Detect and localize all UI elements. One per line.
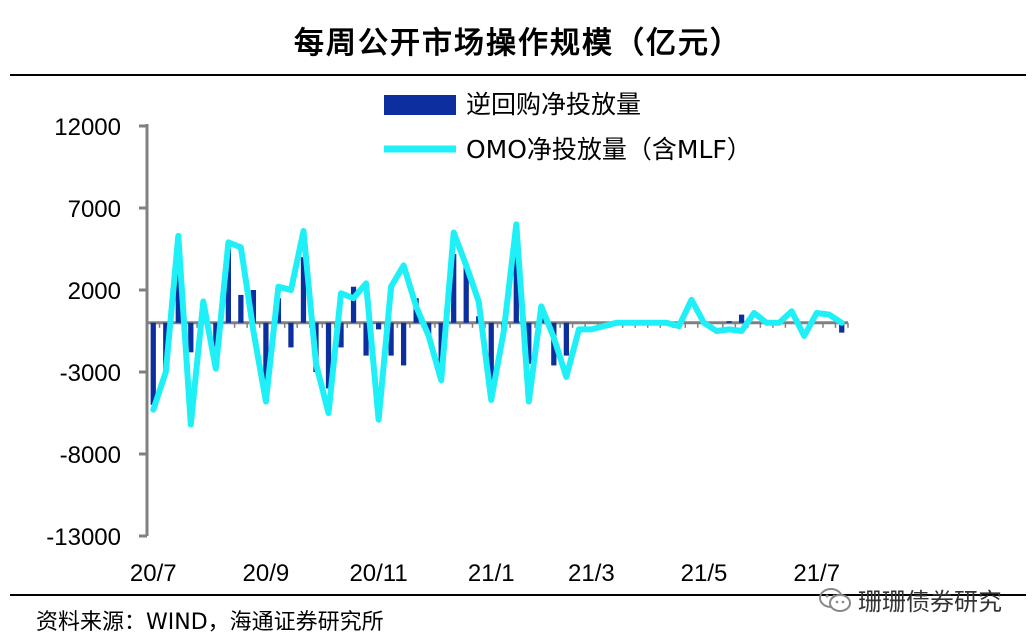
chart-canvas: 12000 7000 2000 -3000 -8000 -13000 20/7 20/9 20/… — [46, 90, 849, 587]
bar — [513, 249, 519, 323]
bar — [400, 322, 407, 366]
x-tick-label: 21/3 — [568, 560, 615, 587]
watermark: 珊珊债券研究 — [818, 582, 1002, 617]
bar — [250, 290, 257, 323]
bar — [451, 253, 457, 323]
bar — [150, 322, 156, 405]
bar — [225, 249, 231, 323]
bar — [288, 322, 294, 348]
wechat-icon — [819, 587, 851, 612]
bar — [726, 321, 732, 323]
bar — [325, 322, 332, 389]
bottom-divider — [10, 594, 1026, 596]
bar — [488, 322, 494, 389]
bar — [350, 286, 357, 323]
legend: 逆回购净投放量 OMO净投放量（含MLF） — [384, 90, 752, 164]
line-series — [150, 221, 845, 428]
legend-bar-label: 逆回购净投放量 — [466, 90, 641, 119]
bar — [738, 314, 745, 323]
x-tick-label: 20/11 — [349, 560, 407, 587]
bar — [213, 322, 219, 348]
bar — [338, 322, 344, 348]
bar — [563, 322, 569, 356]
chart-title: 每周公开市场操作规模（亿元） — [294, 26, 742, 61]
bar — [839, 322, 845, 333]
y-tick-label: -3000 — [60, 360, 121, 387]
bar — [238, 294, 244, 323]
bar — [363, 322, 369, 356]
watermark-text: 珊珊债券研究 — [858, 588, 1002, 616]
legend-line-label: OMO净投放量（含MLF） — [466, 135, 752, 164]
y-tick-label: 7000 — [68, 196, 121, 223]
bar — [263, 322, 269, 381]
source-note: 资料来源：WIND，海通证券研究所 — [36, 610, 384, 635]
bar — [175, 260, 181, 323]
x-tick-label: 20/7 — [130, 560, 177, 587]
axes: 12000 7000 2000 -3000 -8000 -13000 20/7 20/9 20/… — [46, 114, 849, 587]
x-tick-label: 21/5 — [681, 560, 728, 587]
omo-line — [150, 221, 845, 428]
bar — [438, 322, 444, 364]
bar — [300, 257, 307, 323]
legend-bar-swatch — [384, 95, 456, 115]
bar — [388, 322, 394, 356]
x-tick-label: 20/9 — [243, 560, 290, 587]
x-tick-label: 21/7 — [793, 560, 840, 587]
bar — [188, 322, 194, 353]
top-divider — [10, 74, 1026, 76]
y-tick-label: -8000 — [60, 442, 121, 469]
bar — [463, 265, 469, 323]
x-tick-label: 21/1 — [468, 560, 515, 587]
y-tick-label: -13000 — [46, 524, 121, 551]
bar — [526, 322, 532, 364]
y-tick-label: 12000 — [54, 114, 121, 141]
y-tick-label: 2000 — [68, 278, 121, 305]
bar — [375, 322, 382, 330]
